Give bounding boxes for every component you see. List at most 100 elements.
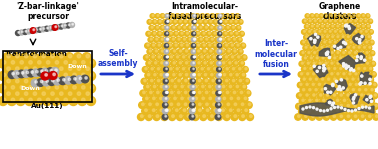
- Circle shape: [29, 78, 38, 87]
- Circle shape: [174, 85, 177, 88]
- Circle shape: [337, 47, 339, 50]
- Circle shape: [236, 32, 238, 34]
- Circle shape: [355, 24, 360, 29]
- Circle shape: [367, 73, 369, 75]
- Circle shape: [212, 79, 214, 82]
- Circle shape: [223, 55, 229, 60]
- Circle shape: [163, 73, 168, 78]
- Circle shape: [225, 32, 227, 34]
- Circle shape: [349, 69, 352, 71]
- Circle shape: [237, 44, 239, 46]
- Circle shape: [374, 94, 376, 96]
- Circle shape: [220, 68, 222, 70]
- Circle shape: [320, 98, 326, 104]
- Circle shape: [327, 36, 328, 38]
- Circle shape: [344, 15, 346, 16]
- Circle shape: [320, 56, 325, 61]
- Circle shape: [331, 62, 333, 64]
- Circle shape: [335, 30, 336, 32]
- Circle shape: [154, 20, 156, 22]
- Text: Inter-
molecular
fusion: Inter- molecular fusion: [254, 39, 297, 69]
- Circle shape: [192, 79, 194, 82]
- Circle shape: [73, 65, 82, 74]
- Polygon shape: [344, 24, 356, 34]
- Circle shape: [167, 56, 168, 58]
- Circle shape: [207, 56, 209, 58]
- Circle shape: [340, 46, 342, 48]
- Circle shape: [368, 19, 373, 24]
- Circle shape: [60, 54, 63, 58]
- Circle shape: [321, 89, 324, 91]
- Circle shape: [350, 68, 352, 70]
- Circle shape: [216, 85, 221, 90]
- Circle shape: [180, 55, 186, 60]
- Circle shape: [175, 32, 177, 34]
- Circle shape: [51, 79, 54, 82]
- Circle shape: [165, 20, 169, 24]
- Circle shape: [184, 91, 187, 94]
- Circle shape: [162, 20, 167, 24]
- Circle shape: [42, 79, 45, 83]
- Circle shape: [235, 14, 240, 18]
- Circle shape: [90, 73, 94, 77]
- Circle shape: [157, 15, 159, 16]
- Circle shape: [164, 79, 167, 82]
- Circle shape: [330, 45, 335, 50]
- Circle shape: [215, 85, 218, 88]
- Circle shape: [313, 108, 319, 115]
- Circle shape: [7, 84, 16, 93]
- Circle shape: [347, 82, 352, 88]
- Circle shape: [193, 109, 195, 111]
- Circle shape: [335, 41, 336, 43]
- Circle shape: [206, 109, 209, 111]
- Circle shape: [210, 20, 212, 22]
- Circle shape: [90, 98, 94, 102]
- Circle shape: [183, 20, 187, 24]
- Circle shape: [310, 38, 312, 40]
- Circle shape: [160, 109, 163, 111]
- Circle shape: [167, 97, 169, 100]
- Circle shape: [194, 38, 195, 40]
- Circle shape: [328, 56, 330, 59]
- Circle shape: [37, 79, 44, 86]
- Circle shape: [167, 38, 169, 40]
- Circle shape: [160, 14, 165, 18]
- Circle shape: [345, 57, 347, 59]
- Circle shape: [213, 103, 215, 105]
- Circle shape: [25, 59, 34, 68]
- Circle shape: [246, 79, 248, 82]
- Circle shape: [326, 104, 328, 107]
- Circle shape: [190, 91, 195, 96]
- Circle shape: [368, 98, 374, 104]
- Circle shape: [25, 30, 27, 32]
- Circle shape: [204, 37, 209, 42]
- Circle shape: [160, 97, 162, 100]
- Circle shape: [340, 24, 345, 29]
- Circle shape: [3, 90, 12, 99]
- Circle shape: [165, 49, 170, 54]
- Circle shape: [70, 22, 74, 27]
- Circle shape: [43, 28, 45, 29]
- Circle shape: [86, 54, 90, 58]
- Circle shape: [302, 99, 304, 101]
- Circle shape: [192, 86, 194, 87]
- Circle shape: [318, 66, 321, 69]
- Circle shape: [163, 103, 166, 105]
- Circle shape: [141, 78, 147, 84]
- Circle shape: [193, 74, 194, 76]
- Circle shape: [232, 79, 235, 82]
- Circle shape: [51, 92, 54, 95]
- Circle shape: [162, 114, 168, 120]
- Circle shape: [195, 72, 201, 78]
- Circle shape: [220, 27, 221, 28]
- Circle shape: [220, 56, 221, 57]
- Circle shape: [242, 96, 248, 103]
- Circle shape: [153, 44, 155, 46]
- Circle shape: [159, 32, 161, 34]
- Circle shape: [193, 50, 195, 52]
- Circle shape: [192, 25, 197, 30]
- Circle shape: [42, 78, 50, 86]
- Circle shape: [366, 41, 368, 43]
- Circle shape: [82, 90, 91, 99]
- Circle shape: [56, 78, 65, 87]
